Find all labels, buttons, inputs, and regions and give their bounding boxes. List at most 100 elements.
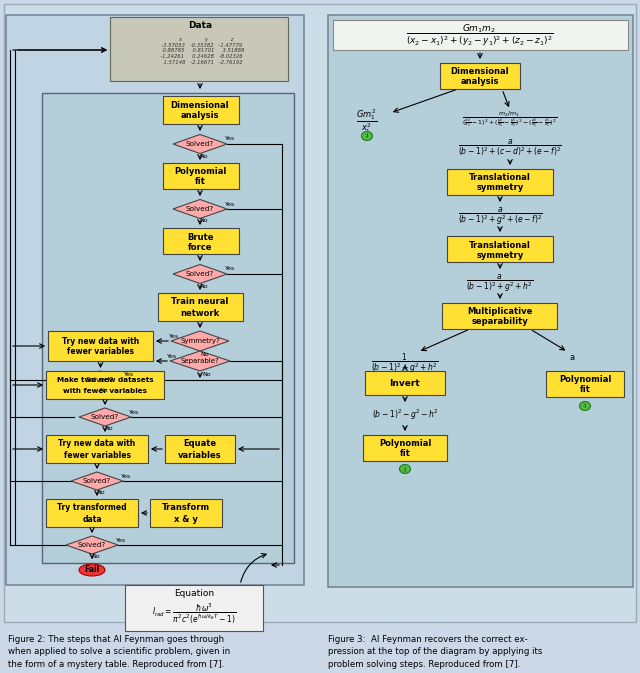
Text: Solved?: Solved? (186, 141, 214, 147)
Bar (447, 236, 553, 262)
Bar (447, 169, 553, 195)
Text: Polynomial: Polynomial (379, 439, 431, 448)
Polygon shape (71, 472, 123, 490)
Text: Yes: Yes (116, 538, 126, 542)
Text: No: No (203, 371, 211, 376)
Polygon shape (74, 371, 126, 389)
Text: $\dfrac{a}{(b-1)^2+g^2+(e-f)^2}$: $\dfrac{a}{(b-1)^2+g^2+(e-f)^2}$ (458, 205, 542, 227)
Text: network: network (180, 308, 220, 318)
Text: Transform: Transform (162, 503, 210, 513)
Bar (328, 15, 633, 587)
Text: $\dfrac{Gm_1m_2}{(x_2-x_1)^2+(y_2-y_1)^2+(z_2-z_1)^2}$: $\dfrac{Gm_1m_2}{(x_2-x_1)^2+(y_2-y_1)^2… (406, 22, 554, 48)
Text: data: data (82, 514, 102, 524)
Polygon shape (66, 536, 118, 554)
Text: fewer variables: fewer variables (67, 347, 134, 357)
Text: Dimensional: Dimensional (451, 67, 509, 77)
Text: Translational: Translational (469, 240, 531, 250)
Text: $\dfrac{a}{(b-1)^2+g^2+h^2}$: $\dfrac{a}{(b-1)^2+g^2+h^2}$ (467, 272, 534, 294)
Text: No: No (97, 489, 106, 495)
Polygon shape (79, 408, 131, 426)
Text: force: force (188, 242, 212, 252)
Text: Polynomial: Polynomial (174, 168, 226, 176)
Text: Equation: Equation (174, 588, 214, 598)
Bar (165, 435, 235, 463)
Ellipse shape (579, 402, 591, 411)
Polygon shape (173, 199, 227, 219)
Bar (163, 96, 239, 124)
Text: Make two new datasets: Make two new datasets (57, 377, 154, 383)
Text: Try new data with: Try new data with (62, 336, 139, 345)
Bar (442, 303, 557, 329)
Polygon shape (171, 331, 229, 351)
Text: Figure 3:  AI Feynman recovers the correct ex-
pression at the top of the diagra: Figure 3: AI Feynman recovers the correc… (328, 635, 542, 669)
Text: Yes: Yes (129, 409, 139, 415)
Text: a: a (570, 353, 575, 363)
Polygon shape (173, 135, 227, 153)
Text: with fewer variables: with fewer variables (63, 388, 147, 394)
Text: Data: Data (188, 22, 212, 30)
Text: No: No (92, 553, 100, 559)
Text: fit: fit (580, 386, 591, 394)
Text: Multiplicative: Multiplicative (467, 308, 532, 316)
Bar (42, 93, 294, 563)
Text: analysis: analysis (461, 77, 499, 87)
Text: Translational: Translational (469, 174, 531, 182)
Text: separability: separability (472, 318, 529, 326)
Bar (365, 371, 445, 395)
Text: Yes: Yes (167, 353, 177, 359)
Text: Yes: Yes (169, 334, 179, 339)
Text: Yes: Yes (225, 267, 235, 271)
Text: Symmetry?: Symmetry? (180, 338, 220, 344)
Bar (48, 331, 153, 361)
Bar (125, 585, 263, 631)
Text: Solved?: Solved? (83, 478, 111, 484)
Text: Yes: Yes (124, 372, 134, 378)
Text: fewer variables: fewer variables (63, 450, 131, 460)
Bar (163, 228, 239, 254)
Text: Solved?: Solved? (186, 206, 214, 212)
Text: Fail: Fail (84, 565, 100, 575)
Text: x & y: x & y (174, 514, 198, 524)
Text: $I_{rad} = \dfrac{\hbar\omega^3}{\pi^2 c^2(e^{\hbar\omega/k_BT} - 1)}$: $I_{rad} = \dfrac{\hbar\omega^3}{\pi^2 c… (152, 602, 236, 626)
Text: $(b-1)^2 - g^2 - h^2$: $(b-1)^2 - g^2 - h^2$ (372, 408, 438, 422)
Text: analysis: analysis (180, 112, 220, 120)
Text: Solved?: Solved? (91, 414, 119, 420)
Text: No: No (200, 283, 208, 289)
Text: No: No (105, 425, 113, 431)
Bar (46, 499, 138, 527)
Bar (110, 17, 288, 81)
Text: variables: variables (178, 450, 222, 460)
Bar (158, 293, 243, 321)
Text: Figure 2: The steps that AI Feynman goes through
when applied to solve a scienti: Figure 2: The steps that AI Feynman goes… (8, 635, 230, 669)
Text: $\dfrac{1}{(b-1)^2+g^2+h^2}$: $\dfrac{1}{(b-1)^2+g^2+h^2}$ (371, 351, 439, 375)
Text: No: No (200, 153, 208, 159)
Text: :): :) (365, 133, 369, 139)
Text: :): :) (403, 466, 407, 472)
Text: No: No (200, 219, 208, 223)
Text: Solved?: Solved? (86, 377, 114, 383)
Text: Solved?: Solved? (186, 271, 214, 277)
Text: Solved?: Solved? (78, 542, 106, 548)
Polygon shape (173, 264, 227, 283)
Text: Yes: Yes (225, 201, 235, 207)
Text: Try new data with: Try new data with (58, 439, 136, 448)
Text: :): :) (583, 404, 588, 409)
Text: $\dfrac{Gm_1^2}{x_1^2}$: $\dfrac{Gm_1^2}{x_1^2}$ (356, 108, 378, 136)
Text: fit: fit (399, 450, 410, 458)
Text: Polynomial: Polynomial (559, 376, 611, 384)
Polygon shape (170, 351, 230, 371)
Bar (150, 499, 222, 527)
Text: Try transformed: Try transformed (57, 503, 127, 513)
Text: x              y              z
  -3.57053   -0.35382   -1.47779
    0.88785    : x y z -3.57053 -0.35382 -1.47779 0.88785 (156, 37, 244, 65)
Text: Yes: Yes (225, 137, 235, 141)
Text: Train neural: Train neural (172, 297, 228, 306)
Text: Equate: Equate (184, 439, 216, 448)
Bar (46, 371, 164, 399)
Text: symmetry: symmetry (476, 184, 524, 192)
Text: Dimensional: Dimensional (171, 100, 229, 110)
Text: No: No (201, 351, 209, 357)
Text: No: No (100, 388, 108, 394)
Text: Yes: Yes (121, 474, 131, 479)
Bar (363, 435, 447, 461)
Text: fit: fit (195, 178, 205, 186)
